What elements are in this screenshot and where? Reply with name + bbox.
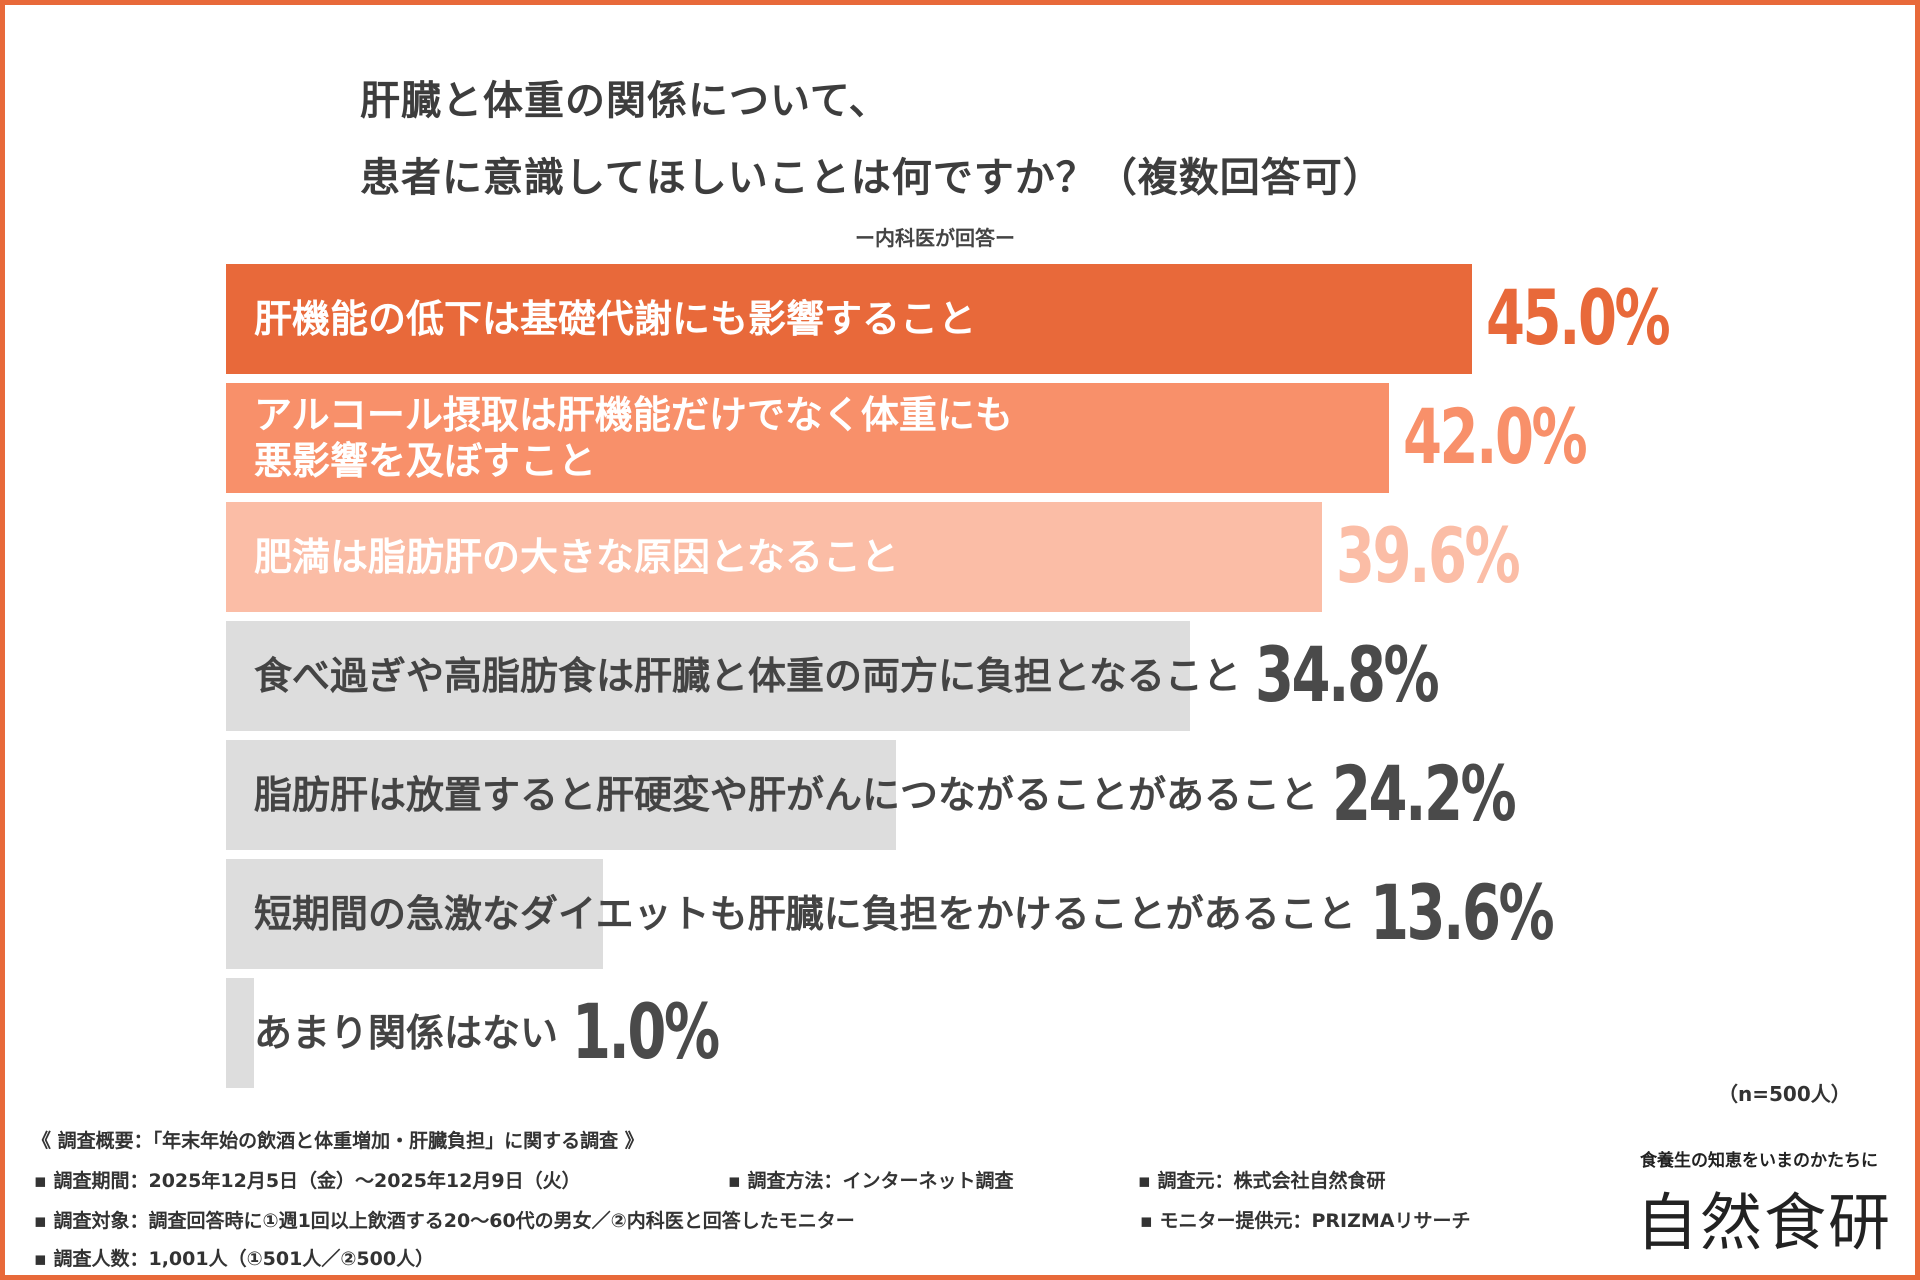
value-label-5: 24.2%: [1332, 749, 1517, 838]
chart-title-line2: 患者に意識してほしいことは何ですか？（複数回答可）: [360, 155, 1384, 201]
bar-7: [226, 978, 254, 1088]
survey-method: ▪ 調査方法：インターネット調査: [728, 1170, 1014, 1192]
bar-label-7: あまり関係はない: [254, 1011, 559, 1055]
survey-period: ▪ 調査期間：2025年12月5日（金）～2025年12月9日（火）: [34, 1170, 581, 1192]
value-label-4: 34.8%: [1254, 630, 1440, 719]
bar-chart: 肝機能の低下は基礎代謝にも影響すること 45.0% アルコール摂取は肝機能だけでなく…: [226, 264, 1671, 1088]
survey-source: ▪ 調査元：株式会社自然食研: [1138, 1170, 1386, 1192]
value-label-1: 45.0%: [1486, 273, 1671, 362]
survey-count: ▪ 調査人数：1,001人（①501人／②500人）: [34, 1248, 435, 1270]
sample-size-note: （n=500人）: [1718, 1082, 1851, 1106]
survey-target: ▪ 調査対象：調査回答時に①週1回以上飲酒する20～60代の男女／②内科医と回答…: [34, 1210, 855, 1232]
value-label-2: 42.0%: [1402, 392, 1588, 481]
bar-label-3: 肥満は脂肪肝の大きな原因となること: [254, 535, 899, 579]
bar-3: [226, 502, 1323, 612]
value-label-7: 1.0%: [572, 987, 720, 1076]
value-label-3: 39.6%: [1336, 511, 1521, 600]
bar-label-5: 脂肪肝は放置すると肝硬変や肝がんにつながることがあること: [254, 773, 1319, 817]
value-label-6: 13.6%: [1369, 868, 1555, 957]
bar-1: [226, 264, 1472, 374]
bar-label-2: アルコール摂取は肝機能だけでなく体重にも 悪影響を及ぼすこと: [254, 393, 1013, 483]
logo-tagline: 食養生の知恵をいまのかたちに: [1640, 1151, 1878, 1171]
bar-5: [226, 740, 897, 850]
survey-overview: 《 調査概要：「年末年始の飲酒と体重増加・肝臓負担」に関する調査 》: [32, 1130, 644, 1152]
bar-label-1: 肝機能の低下は基礎代謝にも影響すること: [254, 297, 977, 341]
company-logo: 自然食研: [1636, 1186, 1893, 1259]
bar-4: [226, 621, 1190, 731]
bar-label-4: 食べ過ぎや高脂肪食は肝臓と体重の両方に負担となること: [254, 654, 1241, 698]
bar-label-6: 短期間の急激なダイエットも肝臓に負担をかけることがあること: [254, 892, 1356, 936]
bar-6: [226, 859, 603, 969]
chart-subtitle: ー内科医が回答ー: [855, 226, 1015, 250]
survey-provider: ▪ モニター提供元：PRIZMAリサーチ: [1140, 1210, 1471, 1232]
chart-title-line1: 肝臓と体重の関係について、: [360, 78, 890, 124]
bar-2: [226, 383, 1389, 493]
